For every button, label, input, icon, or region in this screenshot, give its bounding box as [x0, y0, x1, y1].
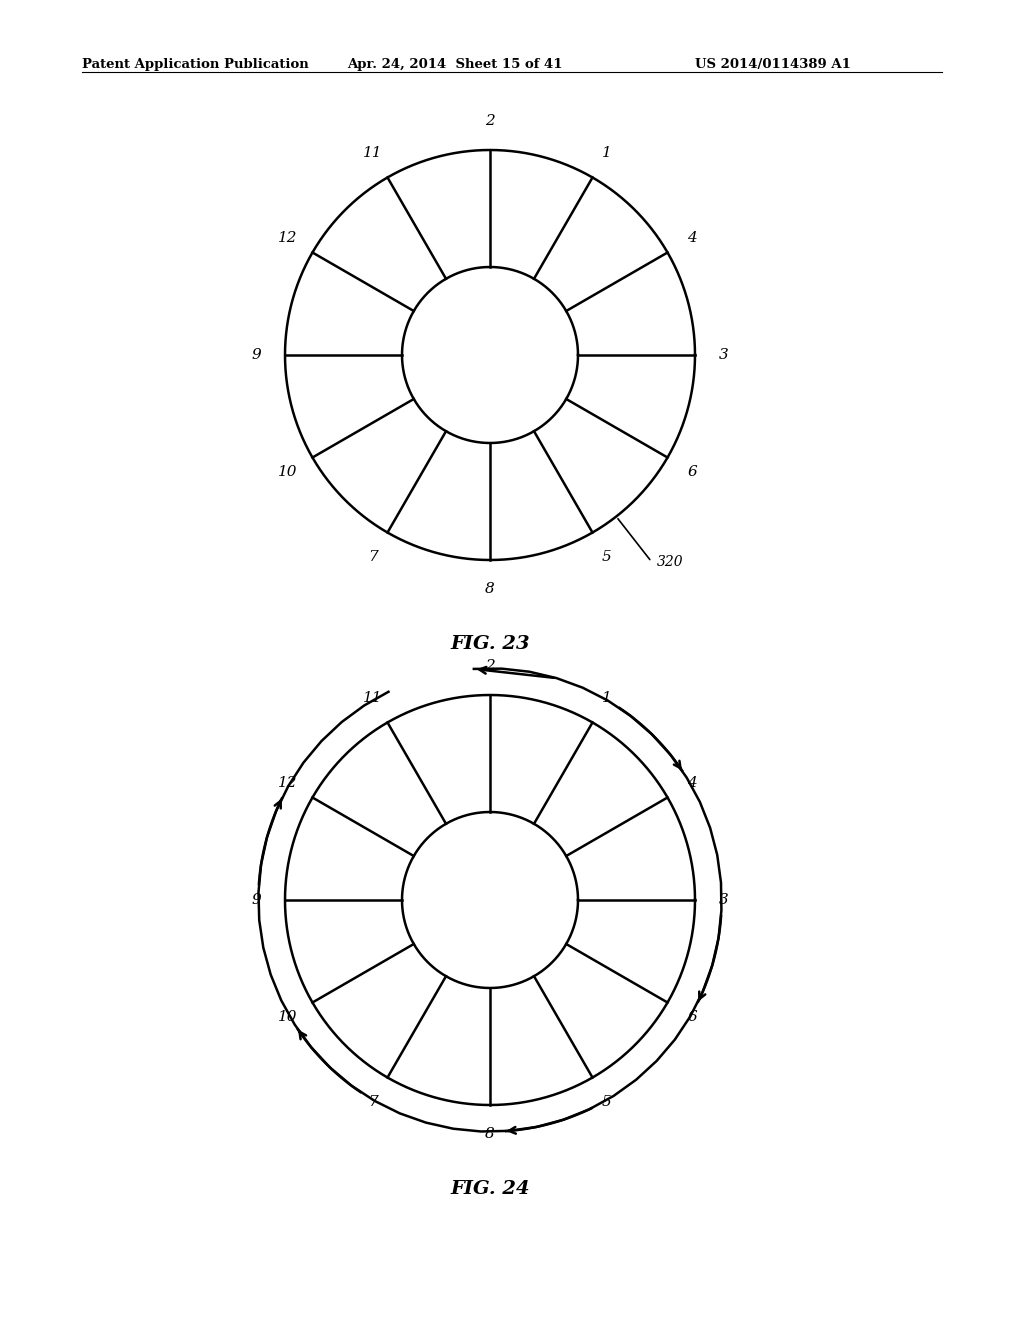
Text: 11: 11 — [364, 690, 383, 705]
Text: 7: 7 — [369, 1096, 378, 1109]
Text: FIG. 23: FIG. 23 — [451, 635, 529, 653]
Text: 8: 8 — [485, 1127, 495, 1140]
Text: 12: 12 — [278, 231, 297, 246]
Text: Apr. 24, 2014  Sheet 15 of 41: Apr. 24, 2014 Sheet 15 of 41 — [347, 58, 563, 71]
Text: 4: 4 — [687, 231, 697, 246]
Text: 2: 2 — [485, 115, 495, 128]
Text: 3: 3 — [719, 348, 728, 362]
Text: 320: 320 — [656, 554, 683, 569]
Text: US 2014/0114389 A1: US 2014/0114389 A1 — [695, 58, 851, 71]
Text: 1: 1 — [602, 690, 611, 705]
Text: Patent Application Publication: Patent Application Publication — [82, 58, 309, 71]
Text: 1: 1 — [602, 145, 611, 160]
Text: 7: 7 — [369, 550, 378, 565]
Text: 2: 2 — [485, 659, 495, 673]
Text: 10: 10 — [278, 1010, 297, 1024]
Polygon shape — [402, 812, 578, 987]
Text: 6: 6 — [687, 1010, 697, 1024]
Text: 5: 5 — [602, 1096, 611, 1109]
Text: 10: 10 — [278, 465, 297, 479]
Text: 12: 12 — [278, 776, 297, 791]
Text: 3: 3 — [719, 894, 728, 907]
Text: 6: 6 — [687, 465, 697, 479]
Text: 4: 4 — [687, 776, 697, 791]
Text: 5: 5 — [602, 550, 611, 565]
Polygon shape — [402, 267, 578, 444]
Text: 11: 11 — [364, 145, 383, 160]
Text: 9: 9 — [252, 348, 261, 362]
Text: FIG. 24: FIG. 24 — [451, 1180, 529, 1199]
Text: 8: 8 — [485, 582, 495, 595]
Text: 9: 9 — [252, 894, 261, 907]
